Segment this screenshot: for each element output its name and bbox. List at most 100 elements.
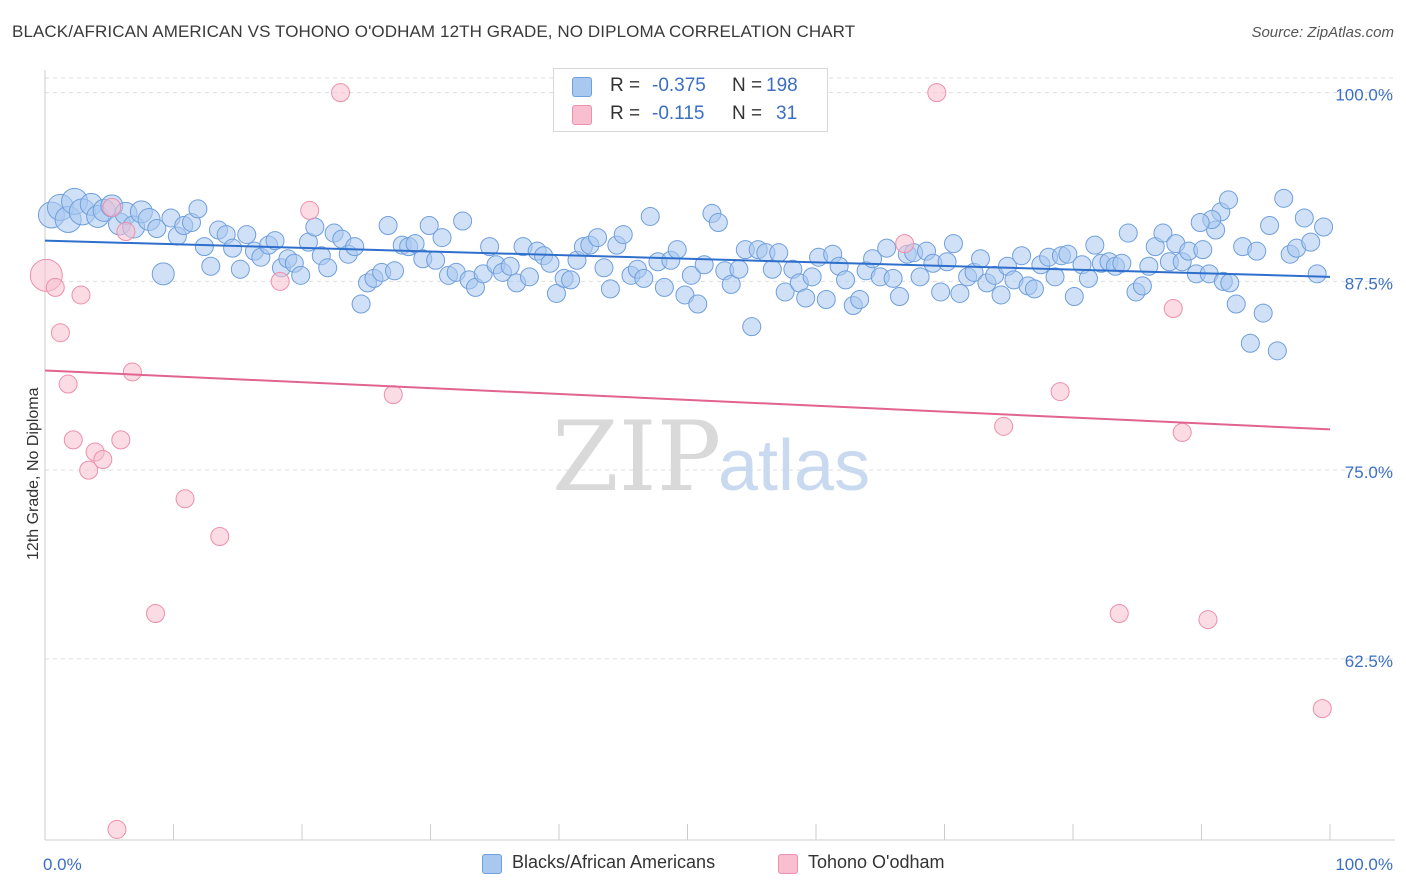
- blacks-point: [378, 216, 398, 236]
- blacks-point: [500, 256, 520, 276]
- legend-r-value: -0.375: [652, 75, 706, 96]
- stats-legend: R = -0.375 N = 198 R = -0.115 N = 31: [553, 68, 828, 132]
- blacks-point: [385, 261, 405, 281]
- blacks-point: [188, 199, 208, 219]
- legend-r-label: R =: [610, 103, 641, 124]
- blacks-point: [1247, 241, 1267, 261]
- blacks-point: [1045, 267, 1065, 287]
- blacks-point: [1260, 216, 1280, 236]
- blacks-point: [742, 317, 762, 337]
- blacks-point: [1218, 190, 1238, 210]
- blacks-point: [1153, 223, 1173, 243]
- bottom-legend-swatch-blue: [482, 854, 502, 874]
- y-tick-label: 75.0%: [1345, 463, 1393, 482]
- blacks-point: [675, 285, 695, 305]
- blacks-point: [419, 216, 439, 236]
- legend-r-value: -0.115: [652, 103, 705, 124]
- blacks-point: [453, 211, 473, 231]
- tohono-point: [122, 362, 142, 382]
- blacks-point: [230, 259, 250, 279]
- blacks-point: [147, 219, 167, 239]
- blacks-point: [796, 288, 816, 308]
- blacks-point: [802, 267, 822, 287]
- blacks-point: [1078, 268, 1098, 288]
- series-tohono-points: [29, 83, 1332, 839]
- blacks-point: [1064, 286, 1084, 306]
- axes: [44, 70, 1395, 841]
- blacks-point: [318, 258, 338, 278]
- x-tick-labels: 0.0% 100.0%: [43, 855, 1393, 874]
- tohono-point: [116, 222, 136, 242]
- blacks-point: [950, 283, 970, 303]
- blacks-point: [151, 262, 175, 286]
- tohono-point: [1050, 382, 1070, 402]
- tohono-point: [45, 277, 65, 297]
- blacks-point: [1193, 240, 1213, 260]
- tohono-point: [927, 83, 947, 103]
- blacks-point: [681, 265, 701, 285]
- tohono-point: [1198, 610, 1218, 630]
- blacks-point: [1012, 246, 1032, 266]
- blacks-point: [1085, 235, 1105, 255]
- blacks-point: [970, 249, 990, 269]
- legend-r-label: R =: [610, 75, 641, 96]
- blacks-point: [546, 283, 566, 303]
- blacks-point: [480, 237, 500, 257]
- tohono-point: [93, 450, 113, 470]
- blacks-point: [721, 274, 741, 294]
- tohono-point: [270, 271, 290, 291]
- watermark-atlas: atlas: [718, 426, 870, 506]
- blacks-point: [1314, 217, 1334, 237]
- tohono-point: [1109, 604, 1129, 624]
- legend-swatch-blue: [572, 77, 592, 97]
- blacks-point: [1240, 333, 1260, 353]
- tohono-point: [79, 460, 99, 480]
- blacks-point: [708, 212, 728, 232]
- series-blacks-points: [37, 187, 1334, 361]
- blacks-point: [910, 267, 930, 287]
- blacks-point: [1190, 212, 1210, 232]
- blacks-point: [1274, 188, 1294, 208]
- legend-n-value: 198: [766, 75, 798, 96]
- blacks-point: [561, 270, 581, 290]
- tohono-point: [895, 234, 915, 254]
- blacks-point: [775, 282, 795, 302]
- blacks-point: [1226, 294, 1246, 314]
- blacks-point: [237, 225, 257, 245]
- blacks-point: [1220, 273, 1240, 293]
- tohono-point: [331, 83, 351, 103]
- tohono-point: [994, 416, 1014, 436]
- blacks-point: [836, 270, 856, 290]
- tohono-trend-line: [44, 369, 1331, 431]
- x-tick-label: 100.0%: [1335, 855, 1393, 874]
- blacks-point: [769, 243, 789, 263]
- blacks-point: [405, 234, 425, 254]
- blacks-point: [600, 279, 620, 299]
- legend-row-tohono: R = -0.115 N = 31: [554, 101, 827, 129]
- blacks-point: [937, 252, 957, 272]
- blacks-point: [1112, 253, 1132, 273]
- tohono-point: [111, 430, 131, 450]
- tohono-point: [383, 385, 403, 405]
- bottom-legend-swatch-pink: [778, 854, 798, 874]
- blacks-point: [594, 258, 614, 278]
- blacks-trend-line: [44, 239, 1331, 278]
- blacks-point: [654, 277, 674, 297]
- blacks-point: [1294, 208, 1314, 228]
- blacks-point: [540, 253, 560, 273]
- blacks-point: [943, 234, 963, 254]
- blacks-point: [1132, 276, 1152, 296]
- chart-title: BLACK/AFRICAN AMERICAN VS TOHONO O'ODHAM…: [12, 22, 856, 41]
- blacks-point: [432, 228, 452, 248]
- blacks-point: [883, 268, 903, 288]
- source-label: Source: ZipAtlas.com: [1251, 24, 1394, 41]
- tohono-point: [175, 489, 195, 509]
- legend-n-value: 31: [776, 103, 798, 124]
- blacks-point: [351, 294, 371, 314]
- y-tick-label: 87.5%: [1345, 274, 1393, 293]
- blacks-point: [1307, 264, 1327, 284]
- blacks-point: [850, 289, 870, 309]
- gridlines: [45, 77, 1395, 660]
- tohono-point: [107, 819, 127, 839]
- legend-n-label: N =: [732, 103, 763, 124]
